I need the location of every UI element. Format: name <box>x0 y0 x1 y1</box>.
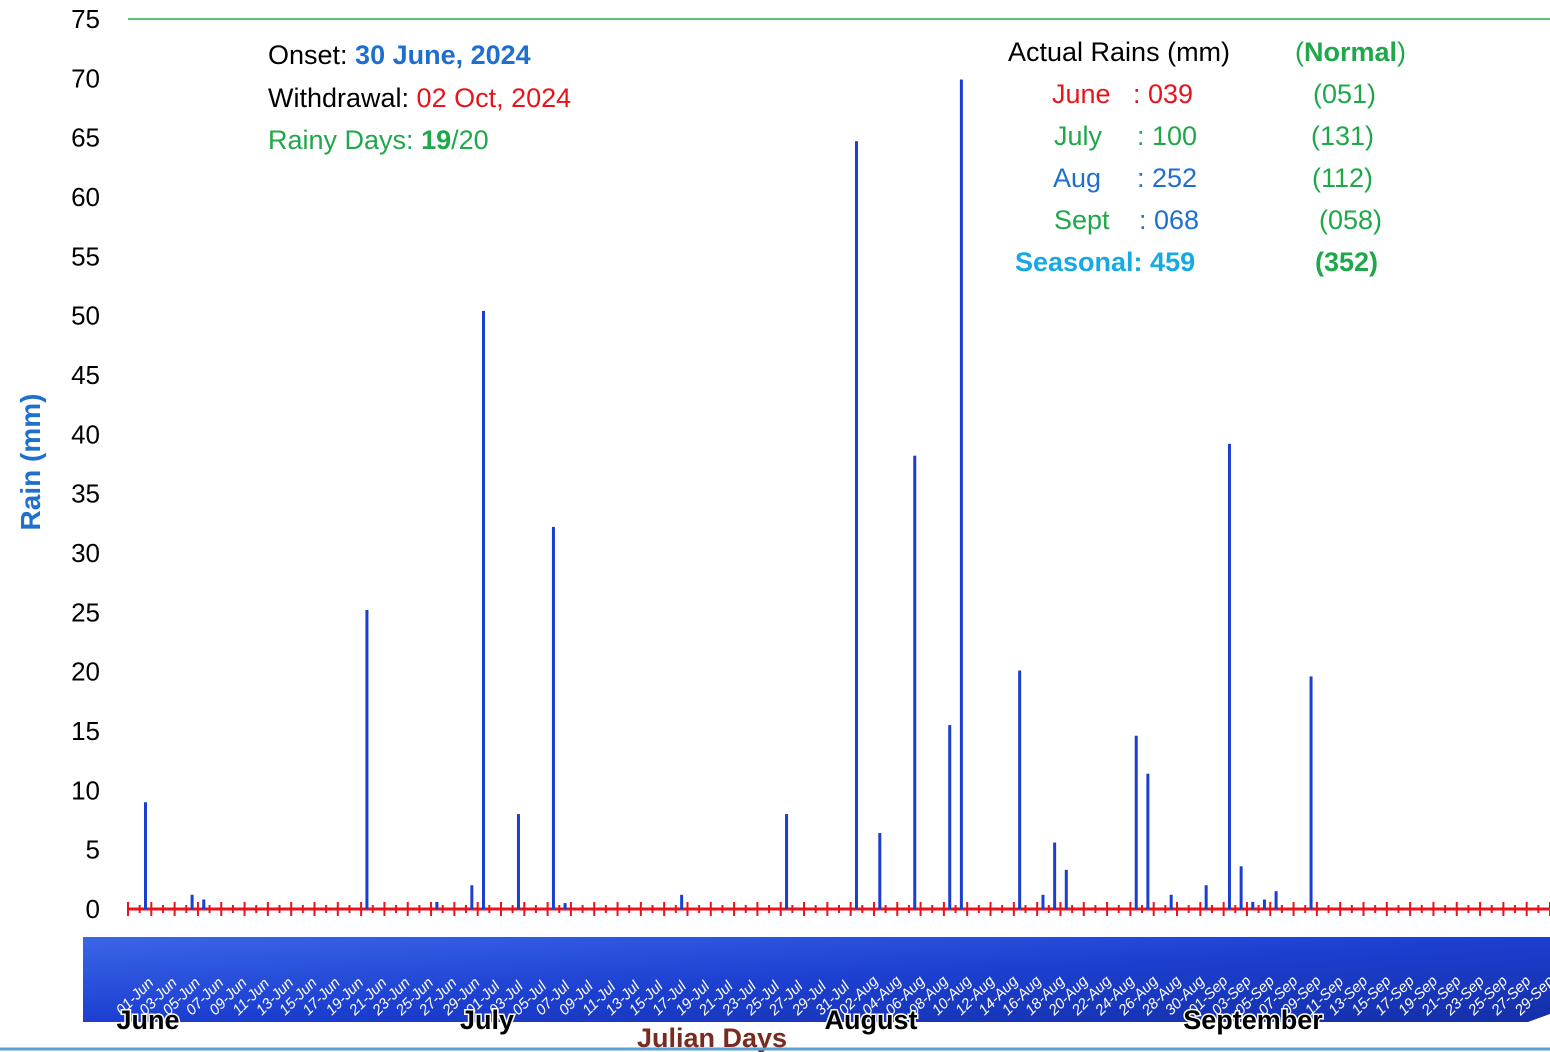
rain-bar <box>365 609 369 909</box>
rainy-days-label: Rainy Days: <box>268 125 422 155</box>
rain-bar <box>1134 735 1138 909</box>
actual-rains-header: Actual Rains (mm) <box>1008 37 1231 67</box>
y-tick-label: 45 <box>71 360 100 390</box>
july-actual-value: 100 <box>1152 121 1198 151</box>
sept-sep: : <box>1139 205 1155 235</box>
withdrawal-text: Withdrawal: 02 Oct, 2024 <box>268 85 571 112</box>
june-name: June <box>1052 79 1111 109</box>
rain-bar <box>202 899 206 909</box>
normal-close: ) <box>1397 37 1407 67</box>
rain-bar <box>470 885 474 909</box>
rain-bar <box>959 79 963 909</box>
rain-bar <box>1041 894 1045 909</box>
rain-bar <box>482 310 485 909</box>
y-tick-label: 65 <box>71 123 100 153</box>
withdrawal-label: Withdrawal: <box>268 83 417 113</box>
y-tick-label: 60 <box>71 182 100 212</box>
onset-label: Onset: <box>268 40 356 70</box>
y-tick-label: 50 <box>71 301 100 331</box>
y-tick-label: 40 <box>71 419 100 449</box>
rainy-days-value: 19 <box>421 125 452 155</box>
y-tick-label: 0 <box>86 894 100 924</box>
onset-text: Onset: 30 June, 2024 <box>268 42 531 69</box>
normal-word: Normal <box>1304 37 1398 67</box>
seasonal-total: Seasonal: 459 <box>1015 247 1196 277</box>
y-tick-label: 15 <box>71 716 100 746</box>
rain-bar <box>854 141 858 909</box>
y-tick-label: 10 <box>71 775 100 805</box>
normal-header: (Normal) <box>1295 39 1406 66</box>
rain-bar <box>1309 676 1313 909</box>
rain-bar <box>680 894 684 909</box>
aug-actual-value: 252 <box>1152 163 1198 193</box>
x-axis <box>127 902 1550 916</box>
onset-value: 30 June, 2024 <box>355 40 531 70</box>
date-band: 01-Jun03-Jun05-Jun07-Jun09-Jun11-Jun13-J… <box>83 937 1550 1037</box>
rain-bar <box>1146 773 1150 909</box>
rain-bar <box>1274 891 1278 909</box>
sept-actual-value: 068 <box>1154 205 1200 235</box>
rain-bar <box>1251 901 1255 909</box>
aug-sep: : <box>1137 163 1153 193</box>
rain-bar <box>551 526 555 909</box>
y-axis: 0 5 10 15 20 25 30 35 40 45 50 55 60 65 70 75 <box>71 4 130 924</box>
normal-open: ( <box>1295 37 1304 67</box>
rain-bar <box>1064 869 1068 909</box>
y-tick-label: 35 <box>71 479 100 509</box>
rain-bar <box>785 814 789 909</box>
rainy-days-total: /20 <box>451 125 489 155</box>
rain-bar <box>1204 885 1208 909</box>
rain-bar <box>878 833 882 909</box>
y-tick-label: 25 <box>71 597 100 627</box>
june-sep: : <box>1133 79 1149 109</box>
rain-bar <box>1227 443 1231 909</box>
june-actual-value: 039 <box>1148 79 1194 109</box>
rain-bar <box>1018 670 1022 909</box>
june-normal: (051) <box>1313 79 1377 109</box>
y-tick-label: 20 <box>71 657 100 687</box>
rain-bar <box>1053 842 1057 909</box>
rain-bar <box>516 814 520 909</box>
y-tick-label: 55 <box>71 241 100 271</box>
month-label: September <box>1183 1005 1323 1035</box>
sept-actual: : 068 <box>1139 207 1199 234</box>
y-axis-label: Rain (mm) <box>15 394 46 531</box>
rain-bar <box>190 894 194 909</box>
bars <box>143 79 1313 909</box>
july-name: July <box>1054 121 1103 151</box>
withdrawal-value: 02 Oct, 2024 <box>416 83 572 113</box>
rain-bar <box>435 901 439 909</box>
y-tick-label: 30 <box>71 538 100 568</box>
rain-bar <box>913 455 917 909</box>
aug-actual: : 252 <box>1137 165 1197 192</box>
sept-name: Sept <box>1054 205 1110 235</box>
july-normal: (131) <box>1311 121 1375 151</box>
rain-bar <box>1169 894 1173 909</box>
aug-normal: (112) <box>1312 163 1374 193</box>
july-actual: : 100 <box>1137 123 1197 150</box>
aug-name: Aug <box>1053 163 1102 193</box>
month-label: June <box>116 1005 179 1035</box>
rainy-days-text: Rainy Days: 19/20 <box>268 127 489 154</box>
sept-normal: (058) <box>1319 205 1383 235</box>
rain-bar <box>143 802 147 909</box>
rain-bar <box>1239 866 1243 909</box>
june-actual: : 039 <box>1133 81 1193 108</box>
month-label: August <box>825 1005 918 1035</box>
july-sep: : <box>1137 121 1153 151</box>
x-axis-label: Julian Days <box>637 1023 787 1052</box>
month-label: July <box>460 1005 514 1035</box>
rain-bar <box>563 903 567 909</box>
rain-bar <box>948 725 952 909</box>
y-tick-label: 5 <box>86 835 100 865</box>
seasonal-normal: (352) <box>1315 247 1379 277</box>
rain-bar <box>1262 899 1266 909</box>
y-tick-label: 70 <box>71 63 100 93</box>
y-tick-label: 75 <box>71 4 100 34</box>
date-band-background <box>83 937 1550 1022</box>
